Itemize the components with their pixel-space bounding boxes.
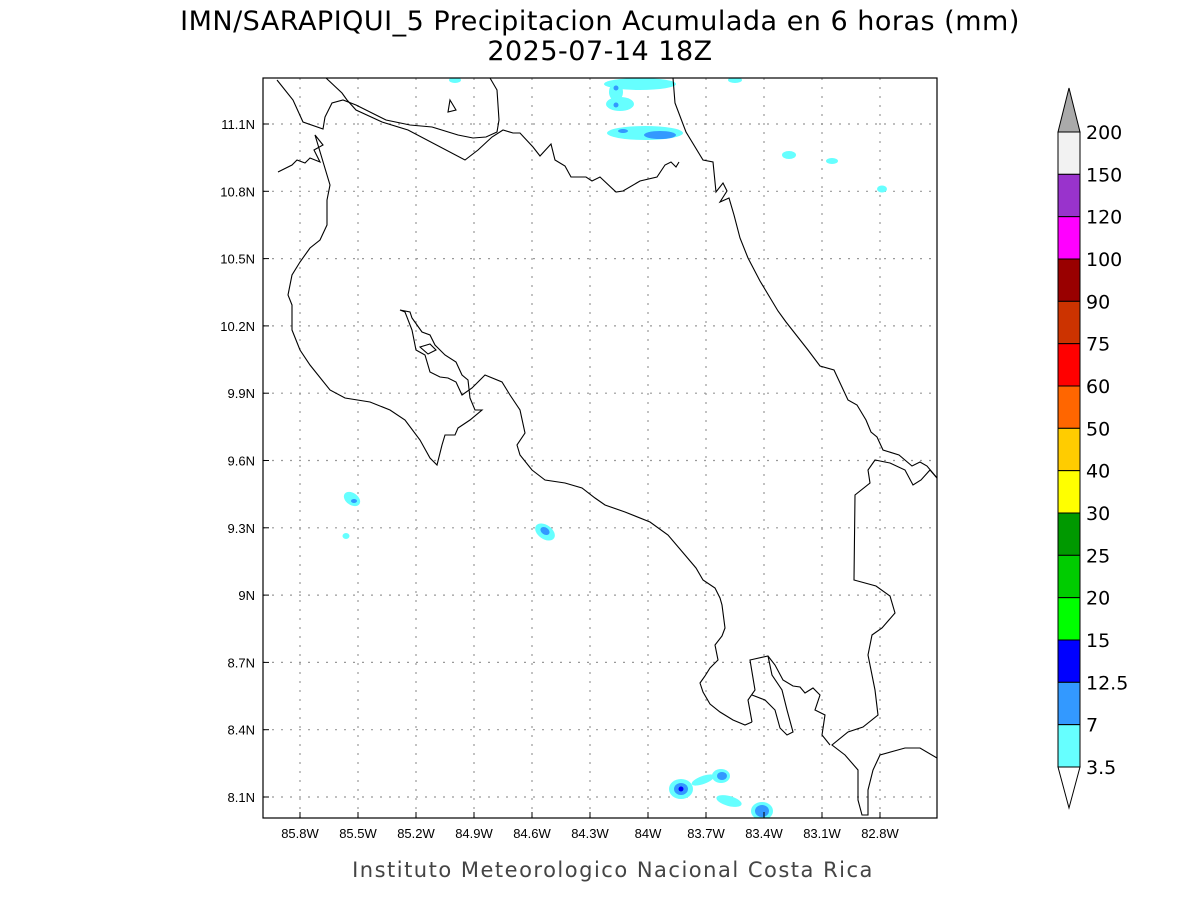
colorbar-swatch xyxy=(1057,385,1081,429)
lat-tick-label: 9N xyxy=(238,588,255,603)
colorbar-label: 30 xyxy=(1086,503,1110,525)
colorbar-label: 25 xyxy=(1086,545,1110,567)
colorbar-under-triangle xyxy=(1057,766,1081,810)
colorbar-legend: 200 150 120 100 90 75 60 50 40 30 25 20 15 12.5 7 3.5 xyxy=(1057,87,1128,810)
island-nicoya-gulf xyxy=(418,343,437,355)
coastline-nicaragua-border xyxy=(325,78,680,193)
colorbar-swatch xyxy=(1057,724,1081,768)
colorbar-label: 75 xyxy=(1086,334,1110,356)
colorbar-swatch xyxy=(1057,300,1081,345)
lon-tick-label: 84.9W xyxy=(455,826,493,841)
precip-cell xyxy=(826,158,838,164)
grid-lines xyxy=(263,78,937,818)
precip-cell xyxy=(751,802,773,818)
coastlines xyxy=(276,78,937,816)
colorbar-swatch xyxy=(1057,216,1081,260)
colorbar-label: 3.5 xyxy=(1086,757,1116,779)
coastline-golfo-dulce xyxy=(751,655,794,736)
precip-cell xyxy=(669,769,730,799)
footer-credit: Instituto Meteorologico Nacional Costa R… xyxy=(352,858,874,882)
coastline-lake-nicaragua xyxy=(276,78,500,139)
lat-tick-label: 11.1N xyxy=(221,117,255,132)
colorbar-label: 50 xyxy=(1086,418,1110,440)
lon-tick-label: 83.7W xyxy=(687,826,725,841)
coastline-osa-peninsula xyxy=(747,655,831,746)
precip-cell xyxy=(535,523,555,541)
colorbar-swatch xyxy=(1057,470,1081,514)
precipitation-cells xyxy=(342,78,887,818)
colorbar-label: 40 xyxy=(1086,461,1110,483)
lon-tick-label: 84.6W xyxy=(513,826,551,841)
lat-tick-label: 9.6N xyxy=(228,454,255,469)
lon-tick-label: 84W xyxy=(635,826,662,841)
lat-tick-label: 10.2N xyxy=(220,319,255,334)
colorbar-over-triangle xyxy=(1057,87,1081,133)
lon-tick-label: 82.8W xyxy=(861,826,899,841)
lat-tick-label: 8.4N xyxy=(228,723,255,738)
colorbar-label: 60 xyxy=(1086,376,1110,398)
map-title: IMN/SARAPIQUI_5 Precipitacion Acumulada … xyxy=(180,6,1020,37)
colorbar-label: 150 xyxy=(1086,164,1122,186)
lat-tick-label: 10.5N xyxy=(220,252,255,267)
colorbar-label: 90 xyxy=(1086,291,1110,313)
colorbar-swatch xyxy=(1057,131,1081,175)
map-subtitle-date: 2025-07-14 18Z xyxy=(487,36,712,67)
axis-ticks: 85.8W 85.5W 85.2W 84.9W 84.6W 84.3W 84W 83.7W 83… xyxy=(220,117,899,841)
lon-tick-label: 83.4W xyxy=(745,826,783,841)
lon-tick-label: 84.3W xyxy=(571,826,609,841)
colorbar-swatch xyxy=(1057,173,1081,218)
precip-cell xyxy=(877,185,887,193)
precip-cell xyxy=(449,78,461,83)
lon-tick-label: 85.2W xyxy=(397,826,435,841)
coastline-pacific xyxy=(277,134,753,726)
colorbar-swatch xyxy=(1057,512,1081,556)
coastline-caribbean xyxy=(672,78,937,479)
colorbar-swatch xyxy=(1057,554,1081,599)
colorbar-label: 120 xyxy=(1086,207,1122,229)
precip-cell xyxy=(604,78,676,111)
colorbar-label: 7 xyxy=(1086,715,1098,737)
lat-tick-label: 9.3N xyxy=(228,521,255,536)
coastline-panama-border xyxy=(831,459,937,816)
colorbar-swatch xyxy=(1057,427,1081,472)
colorbar-label: 200 xyxy=(1086,122,1122,144)
lon-tick-label: 85.5W xyxy=(339,826,377,841)
lat-tick-label: 8.7N xyxy=(228,655,255,670)
colorbar-swatch xyxy=(1057,258,1081,302)
colorbar-swatch xyxy=(1057,681,1081,726)
precip-cell xyxy=(728,78,742,83)
colorbar-label: 15 xyxy=(1086,630,1110,652)
colorbar-label: 12.5 xyxy=(1086,672,1128,694)
lat-tick-label: 8.1N xyxy=(228,790,255,805)
colorbar-label: 20 xyxy=(1086,588,1110,610)
colorbar-label: 100 xyxy=(1086,249,1122,271)
precip-cell xyxy=(343,491,361,507)
colorbar-swatch xyxy=(1057,639,1081,683)
precip-cell xyxy=(607,126,683,140)
colorbar-swatch xyxy=(1057,597,1081,641)
lat-tick-label: 9.9N xyxy=(228,386,255,401)
island-lake xyxy=(447,98,457,113)
precip-cell xyxy=(342,533,350,539)
lon-tick-label: 83.1W xyxy=(803,826,841,841)
precip-cell xyxy=(716,795,742,807)
colorbar-swatch xyxy=(1057,343,1081,387)
precip-cell xyxy=(782,151,796,159)
lon-tick-label: 85.8W xyxy=(281,826,319,841)
plot-frame xyxy=(262,77,938,819)
lat-tick-label: 10.8N xyxy=(220,184,255,199)
